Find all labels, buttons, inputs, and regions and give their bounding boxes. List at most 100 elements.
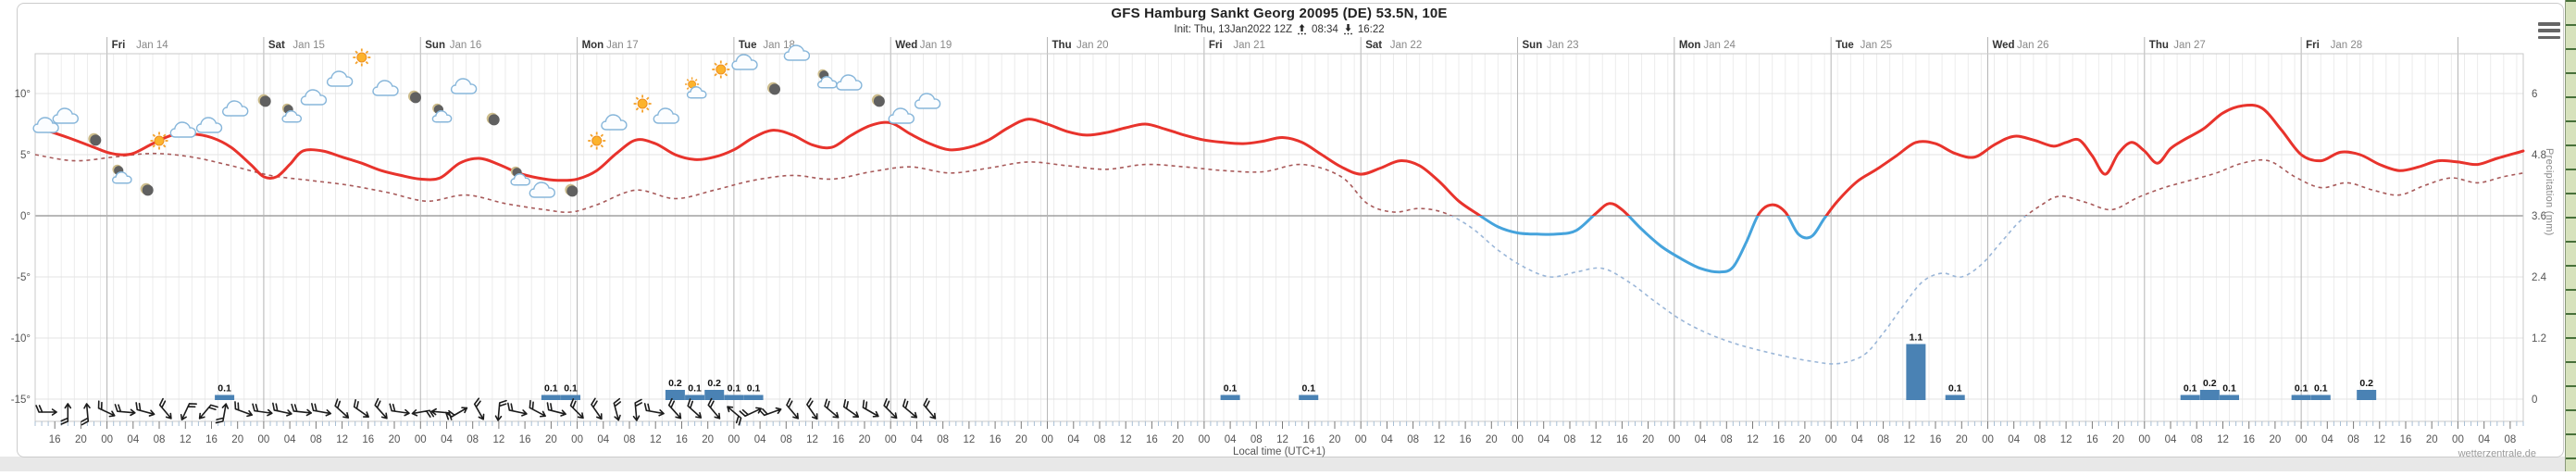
weather-icon-cloud: [529, 182, 555, 198]
x-tick-label: 20: [1956, 434, 1968, 445]
wind-barb-glyph: [234, 401, 254, 418]
dewpoint-line-warm: [34, 152, 2524, 216]
x-tick-label: 00: [885, 434, 897, 445]
cloud-glyph: [281, 110, 303, 123]
cloud-glyph: [836, 74, 863, 91]
dewpoint-line-cold: [1450, 216, 2028, 365]
wind-barb-glyph: [334, 398, 350, 419]
day-date-label: Jan 14: [136, 40, 168, 51]
x-tick-label: 12: [1120, 434, 1132, 445]
x-tick-label: 20: [231, 434, 243, 445]
wind-barb-glyph: [180, 403, 197, 420]
cloud-glyph: [169, 121, 197, 138]
weather-icon-moon-cloud: [510, 166, 531, 186]
x-tick-label: 12: [1276, 434, 1288, 445]
day-label: Mon: [582, 40, 604, 51]
x-tick-label: 16: [2400, 434, 2412, 445]
x-tick-label: 04: [1695, 434, 1707, 445]
day-date-label: Jan 17: [606, 40, 639, 51]
menu-hamburger-icon[interactable]: [2538, 22, 2560, 39]
wind-barb: [445, 407, 468, 418]
cloud-glyph: [731, 54, 758, 70]
x-tick-label: 16: [362, 434, 374, 445]
wind-barb: [135, 402, 156, 417]
wind-barb-glyph: [252, 403, 273, 417]
y-left-tick-label: -10°: [11, 333, 31, 344]
wind-barb: [430, 407, 453, 420]
x-tick-label: 20: [1799, 434, 1811, 445]
day-date-label: Jan 28: [2331, 40, 2363, 51]
x-tick-label: 20: [2112, 434, 2124, 445]
x-tick-label: 04: [284, 434, 296, 445]
weather-icon-cloud: [326, 70, 354, 87]
x-tick-label: 00: [2138, 434, 2150, 445]
precip-bar: [2220, 395, 2240, 400]
wind-barb-glyph: [411, 409, 435, 419]
sunset-time: 16:22: [1357, 23, 1385, 35]
precip-bar: [665, 390, 685, 400]
wind-barb-glyph: [591, 397, 603, 420]
x-tick-label: 16: [49, 434, 61, 445]
sun-glyph: [353, 48, 371, 67]
y-right-tick-label: 6: [2532, 89, 2537, 100]
x-tick-label: 00: [728, 434, 740, 445]
precip-bar: [541, 395, 561, 400]
wind-barb: [234, 401, 254, 418]
wind-barb-glyph: [445, 407, 468, 418]
x-tick-label: 00: [2296, 434, 2308, 445]
wind-barb-glyph: [667, 397, 682, 420]
x-tick-label: 00: [1825, 434, 1837, 445]
wind-barb-glyph: [507, 402, 528, 417]
wind-barb: [215, 403, 230, 424]
moon-glyph: [565, 183, 579, 197]
wind-barb-glyph: [923, 397, 937, 420]
cloud-glyph: [431, 110, 453, 123]
weather-icon-cloud: [888, 107, 915, 124]
weather-icon-cloud: [450, 78, 478, 94]
wind-barb-glyph: [883, 398, 898, 420]
day-label: Tue: [1836, 40, 1854, 51]
precip-bar: [1299, 395, 1319, 400]
wind-barb: [806, 397, 818, 420]
x-tick-label: 00: [571, 434, 583, 445]
day-date-label: Jan 18: [763, 40, 795, 51]
x-tick-label: 16: [1302, 434, 1314, 445]
precip-bar: [1945, 395, 1965, 400]
x-tick-label: 04: [1381, 434, 1393, 445]
x-tick-label: 08: [624, 434, 636, 445]
weather-icon-cloud: [169, 121, 197, 138]
x-tick-label: 12: [2060, 434, 2072, 445]
x-tick-label: 12: [1433, 434, 1445, 445]
x-tick-label: 00: [101, 434, 113, 445]
sun-glyph: [712, 60, 730, 79]
x-tick-label: 16: [832, 434, 844, 445]
wind-barb-glyph: [613, 397, 622, 421]
x-tick-label: 12: [493, 434, 505, 445]
day-date-label: Jan 21: [1233, 40, 1265, 51]
precip-bar-label: 0.1: [2314, 383, 2328, 395]
weather-icon-cloud: [52, 107, 80, 124]
day-date-label: Jan 23: [1547, 40, 1579, 51]
precip-bar-label: 0.2: [2203, 378, 2217, 389]
weather-icon-moon: [257, 94, 271, 107]
precip-bar: [743, 395, 764, 400]
x-tick-label: 20: [75, 434, 87, 445]
wind-barb: [35, 405, 57, 416]
weather-icon-moon-cloud: [431, 103, 453, 123]
x-tick-label: 00: [2452, 434, 2464, 445]
precip-bar-label: 0.2: [707, 378, 721, 389]
plot-border: [34, 53, 2524, 422]
wind-barb: [883, 398, 898, 420]
header: GFS Hamburg Sankt Georg 20095 (DE) 53.5N…: [35, 6, 2523, 35]
wind-barb-glyph: [786, 397, 799, 420]
chart-panel: [17, 3, 2564, 457]
weather-icon-sun: [712, 60, 730, 79]
weather-icon-moon: [565, 183, 579, 197]
wind-barb: [60, 403, 72, 425]
x-tick-label: 08: [937, 434, 949, 445]
sun-glyph: [633, 94, 652, 113]
weather-icon-cloud: [653, 107, 679, 124]
wind-barb-glyph: [389, 403, 410, 417]
x-tick-label: 04: [1537, 434, 1549, 445]
day-date-label: Jan 27: [2173, 40, 2206, 51]
